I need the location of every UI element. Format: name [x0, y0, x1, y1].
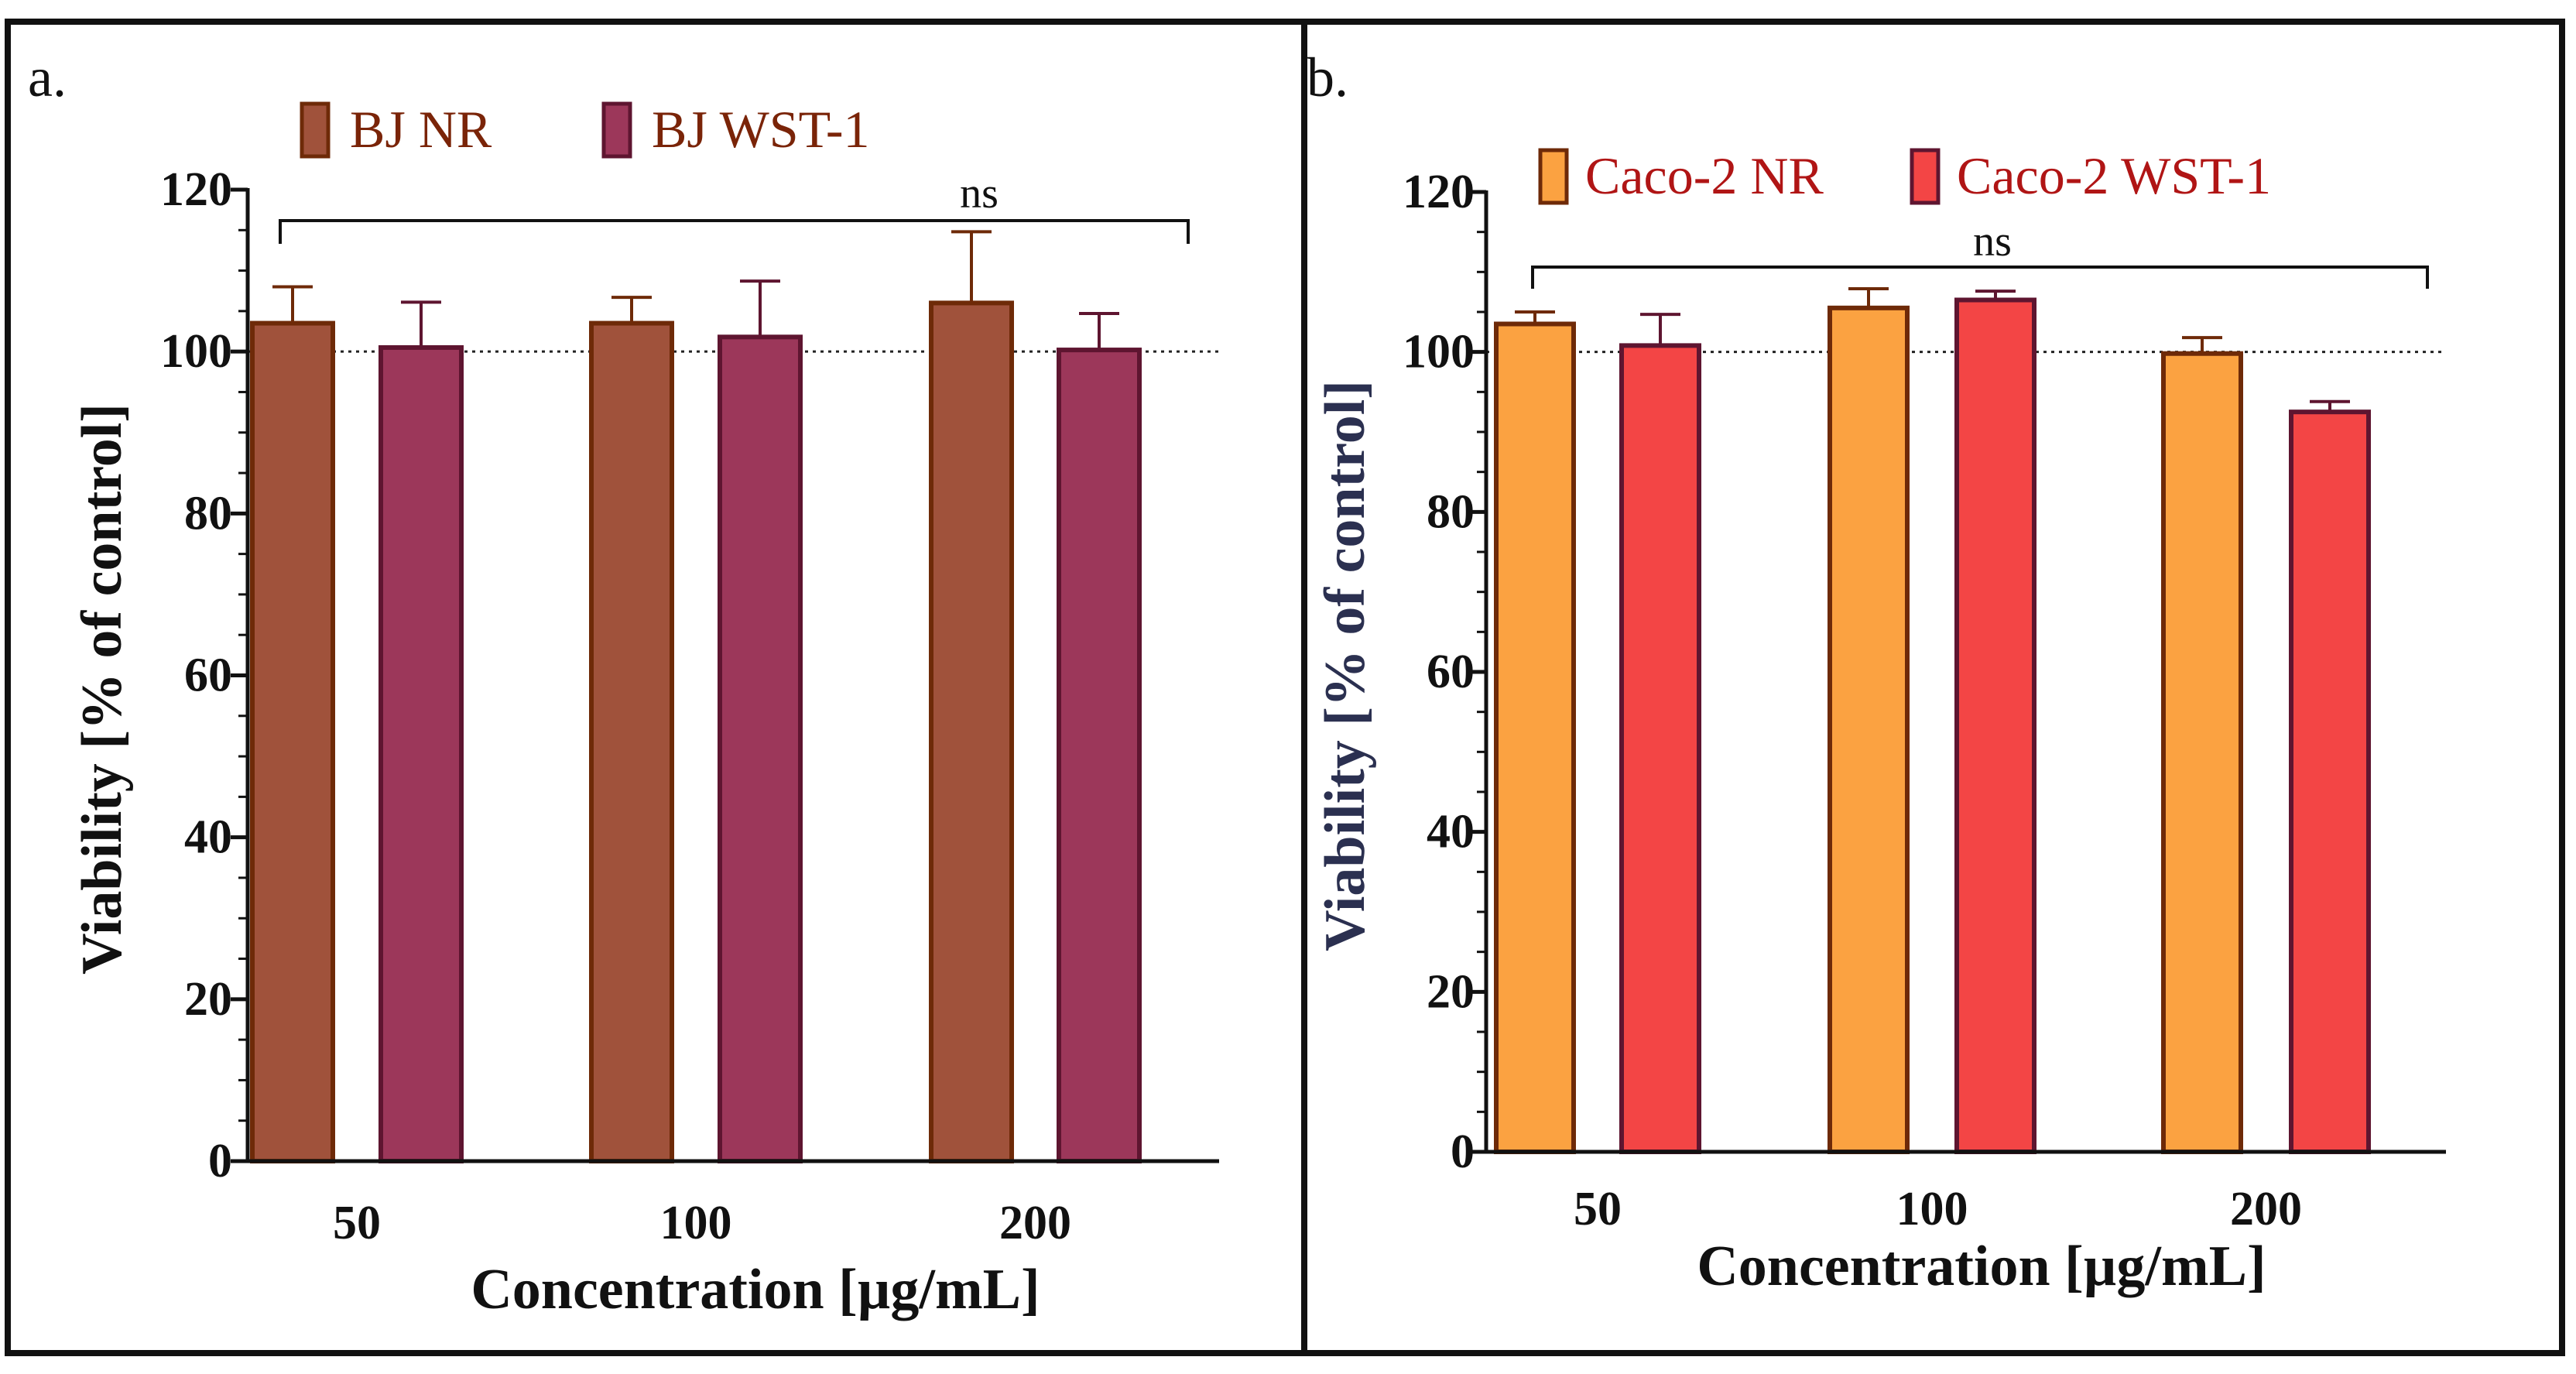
panel-a-x-tick-label-50: 50 [333, 1197, 381, 1249]
panel-a-significance-bracket [279, 219, 1190, 244]
panel-b-bar-series2-cat2 [1954, 297, 2036, 1154]
panel-a-y-tick-label-0: 0 [208, 1135, 232, 1187]
panel-a-error-bars [272, 230, 1119, 351]
frame-outer [5, 19, 2565, 1356]
panel-b-legend-swatch-2 [1910, 148, 1941, 205]
panel-a-significance-label: ns [960, 170, 999, 218]
panel-b-y-tick-label-40: 40 [1427, 806, 1475, 858]
panel-b-bar-series2-cat3 [2289, 409, 2371, 1154]
panel-a-legend-label-1: BJ NR [350, 100, 492, 159]
panel-a-legend-swatch-2 [601, 101, 632, 159]
panel-a-bar-series2-cat3 [1057, 348, 1142, 1164]
panel-b-label: b. [1307, 46, 1348, 108]
panel-a-x-axis-title: Concentration [µg/mL] [471, 1258, 1040, 1321]
panel-b-y-tick-label-0: 0 [1451, 1126, 1475, 1178]
panel-b-y-axis-title: Viability [% of control] [1314, 380, 1377, 951]
panel-b-y-tick-label-60: 60 [1427, 646, 1475, 698]
panel-b-x-tick-label-50: 50 [1574, 1183, 1622, 1235]
panel-b-significance-label: ns [1973, 218, 2012, 266]
panel-a-y-tick-label-100: 100 [160, 325, 232, 378]
panel-b-bar-series2-cat1 [1619, 343, 1701, 1154]
panel-b-y-tick-label-100: 100 [1403, 326, 1475, 379]
panel-b-bar-series1-cat2 [1828, 305, 1910, 1154]
panel-a-legend: BJ NR BJ WST-1 [300, 100, 870, 159]
panel-b-legend-label-1: Caco-2 NR [1585, 146, 1824, 205]
panel-a-legend-swatch-1 [300, 101, 331, 159]
panel-b-y-tick-label-20: 20 [1427, 965, 1475, 1018]
panel-a-significance [279, 219, 1190, 244]
panel-a-y-tick-label-20: 20 [184, 973, 232, 1026]
panel-a-y-tick-label-40: 40 [184, 811, 232, 864]
panel-b-legend-label-2: Caco-2 WST-1 [1957, 146, 2271, 205]
panel-b-legend-swatch-1 [1538, 148, 1569, 205]
panel-b-bar-series1-cat1 [1494, 321, 1576, 1154]
panel-b-bar-series1-cat3 [2161, 351, 2243, 1155]
panel-a-x-tick-label-200: 200 [999, 1197, 1071, 1249]
panel-b-error-bars [1515, 287, 2350, 413]
panel-a-y-axis-title: Viability [% of control] [70, 403, 134, 975]
panel-b-axes: 0 20 40 60 80 100 120 50 100 200 [1403, 166, 2446, 1235]
panel-frames [5, 19, 2565, 1356]
panel-a-bar-series2-cat2 [718, 334, 803, 1163]
panel-a-bar-series1-cat1 [250, 320, 335, 1163]
panel-a-bar-series1-cat3 [929, 300, 1014, 1164]
panel-b-y-tick-label-120: 120 [1403, 166, 1475, 218]
panel-b-significance-bracket [1531, 266, 2429, 289]
panel-b-x-axis-title: Concentration [µg/mL] [1697, 1235, 2266, 1298]
panel-a-y-tick-label-80: 80 [184, 487, 232, 540]
panel-b-legend: Caco-2 NR Caco-2 WST-1 [1538, 146, 2271, 205]
panel-a-axes: 0 20 40 60 80 100 120 50 100 200 [160, 163, 1219, 1249]
panel-b-y-tick-label-80: 80 [1427, 485, 1475, 538]
panel-a-y-tick-label-120: 120 [160, 163, 232, 216]
panel-b-significance [1531, 266, 2429, 289]
panel-a-label: a. [28, 46, 67, 108]
panel-a-y-tick-label-60: 60 [184, 649, 232, 702]
panel-b: b. Caco-2 NR Caco-2 WST-1 0 20 40 60 80 100 120… [1307, 46, 2446, 1298]
panel-a-bar-series1-cat2 [589, 320, 674, 1163]
panel-a-legend-label-2: BJ WST-1 [652, 100, 870, 159]
panel-a: a. BJ NR BJ WST-1 0 20 40 60 80 100 120 50 100 200… [28, 46, 1219, 1321]
panel-a-x-tick-label-100: 100 [660, 1197, 732, 1249]
panel-a-bar-series2-cat1 [379, 344, 464, 1163]
panel-b-bars [1494, 297, 2371, 1155]
panel-b-x-tick-label-100: 100 [1896, 1183, 1968, 1235]
panel-b-x-tick-label-200: 200 [2230, 1183, 2302, 1235]
